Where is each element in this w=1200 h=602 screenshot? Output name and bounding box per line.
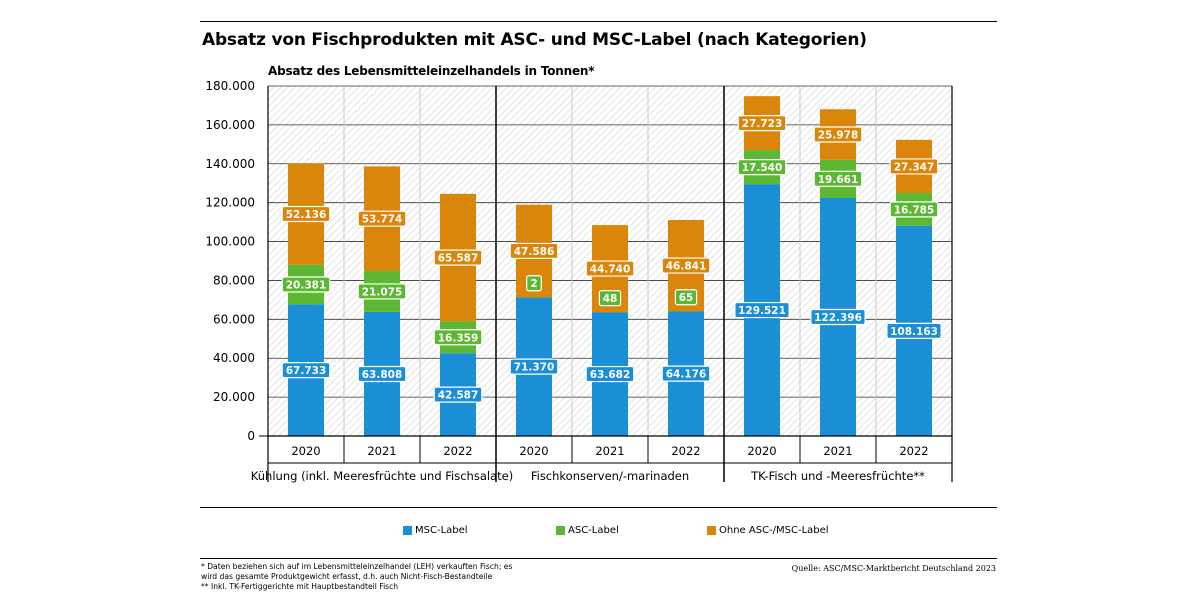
y-tick-label: 140.000 bbox=[205, 157, 255, 171]
data-label-box bbox=[433, 329, 483, 346]
y-tick-label: 60.000 bbox=[213, 312, 255, 326]
y-tick-label: 0 bbox=[247, 429, 255, 443]
data-label-box bbox=[810, 308, 866, 326]
data-label: 67.733 bbox=[286, 365, 327, 377]
bar-1-3 bbox=[516, 297, 552, 298]
legend-swatch-ohne bbox=[707, 526, 716, 535]
y-tick-label: 20.000 bbox=[213, 390, 255, 404]
data-label: 63.682 bbox=[590, 369, 631, 381]
x-tick-label: 2022 bbox=[671, 444, 700, 458]
data-label-box bbox=[357, 365, 407, 383]
data-label: 44.740 bbox=[590, 264, 631, 276]
y-tick-label: 180.000 bbox=[205, 79, 255, 93]
data-label-box bbox=[737, 159, 787, 176]
data-label: 19.661 bbox=[818, 174, 859, 186]
x-tick-label: 2021 bbox=[823, 444, 852, 458]
y-tick-label: 80.000 bbox=[213, 273, 255, 287]
data-label: 20.381 bbox=[286, 279, 327, 291]
x-tick-label: 2020 bbox=[519, 444, 548, 458]
y-tick-label: 40.000 bbox=[213, 351, 255, 365]
footer-rule bbox=[200, 558, 997, 559]
footnote-2: wird das gesamte Produktgewicht erfasst,… bbox=[201, 572, 493, 581]
legend-label-ohne: Ohne ASC-/MSC-Label bbox=[719, 525, 829, 536]
source-note: Quelle: ASC/MSC-Marktbericht Deutschland… bbox=[791, 564, 996, 573]
data-label: 17.540 bbox=[742, 162, 783, 174]
group-label: Fischkonserven/-marinaden bbox=[531, 469, 689, 483]
data-label: 42.587 bbox=[438, 390, 479, 402]
x-tick-label: 2020 bbox=[291, 444, 320, 458]
data-label: 52.136 bbox=[286, 209, 327, 221]
data-label-box bbox=[281, 205, 331, 223]
data-label: 65 bbox=[679, 292, 694, 304]
data-label-box bbox=[357, 283, 407, 300]
x-tick-label: 2020 bbox=[747, 444, 776, 458]
data-label-box bbox=[357, 210, 407, 227]
data-label-box bbox=[886, 322, 942, 339]
footnote-1: * Daten beziehen sich auf im Lebensmitte… bbox=[201, 562, 513, 571]
data-label: 65.587 bbox=[438, 253, 479, 265]
data-label: 71.370 bbox=[514, 362, 555, 374]
data-label: 108.163 bbox=[890, 326, 938, 338]
data-label: 16.359 bbox=[438, 332, 479, 344]
bar-1-5 bbox=[668, 311, 704, 312]
data-label: 21.075 bbox=[362, 286, 403, 298]
data-label-box bbox=[734, 301, 790, 319]
data-label-box bbox=[585, 365, 635, 383]
data-label-box bbox=[889, 201, 939, 218]
data-label-box bbox=[526, 275, 542, 292]
data-label-box bbox=[281, 362, 331, 379]
data-label: 25.978 bbox=[818, 130, 859, 142]
chart-title: Absatz von Fischprodukten mit ASC- und M… bbox=[202, 30, 867, 50]
data-label-box bbox=[433, 386, 483, 403]
data-label-box bbox=[889, 158, 939, 175]
data-label-box bbox=[433, 249, 483, 266]
x-tick-label: 2021 bbox=[367, 444, 396, 458]
legend-item-ohne: Ohne ASC-/MSC-Label bbox=[707, 525, 829, 536]
data-label: 64.176 bbox=[666, 369, 707, 381]
legend-label-asc: ASC-Label bbox=[568, 525, 619, 536]
footnote-3: ** Inkl. TK-Fertiggerichte mit Hauptbest… bbox=[201, 582, 399, 591]
top-rule bbox=[200, 21, 997, 22]
data-label: 53.774 bbox=[362, 214, 403, 226]
data-label-box bbox=[813, 126, 863, 143]
y-tick-label: 100.000 bbox=[205, 235, 255, 249]
data-label-box bbox=[598, 290, 622, 307]
data-label: 129.521 bbox=[738, 305, 786, 317]
data-label-box bbox=[661, 257, 711, 274]
data-label: 122.396 bbox=[814, 312, 862, 324]
legend-swatch-asc bbox=[556, 526, 565, 535]
legend-item-msc: MSC-Label bbox=[403, 525, 468, 536]
data-label-box bbox=[509, 358, 559, 375]
data-label-box bbox=[674, 289, 698, 306]
legend-item-asc: ASC-Label bbox=[556, 525, 619, 536]
data-label: 16.785 bbox=[894, 204, 935, 216]
data-label: 2 bbox=[530, 278, 537, 290]
legend-swatch-msc bbox=[403, 526, 412, 535]
legend-top-rule bbox=[200, 507, 997, 508]
chart-subtitle: Absatz des Lebensmitteleinzelhandels in … bbox=[268, 64, 595, 78]
x-tick-label: 2022 bbox=[899, 444, 928, 458]
data-label-box bbox=[661, 365, 711, 382]
x-tick-label: 2021 bbox=[595, 444, 624, 458]
data-label: 27.723 bbox=[742, 118, 783, 130]
data-label: 27.347 bbox=[894, 161, 935, 173]
data-label-box bbox=[737, 114, 787, 132]
data-label: 47.586 bbox=[514, 246, 555, 258]
data-label-box bbox=[585, 260, 635, 277]
bar-1-4 bbox=[592, 312, 628, 313]
data-label: 48 bbox=[603, 293, 618, 305]
group-label: Kühlung (inkl. Meeresfrüchte und Fischsa… bbox=[251, 469, 513, 483]
legend-label-msc: MSC-Label bbox=[415, 525, 468, 536]
group-label: TK-Fisch und -Meeresfrüchte** bbox=[750, 469, 925, 483]
data-label: 63.808 bbox=[362, 369, 403, 381]
x-tick-label: 2022 bbox=[443, 444, 472, 458]
y-tick-label: 160.000 bbox=[205, 118, 255, 132]
data-label-box bbox=[813, 170, 863, 187]
data-label-box bbox=[281, 276, 331, 293]
data-label: 46.841 bbox=[666, 261, 707, 273]
y-tick-label: 120.000 bbox=[205, 196, 255, 210]
data-label-box bbox=[509, 242, 559, 260]
